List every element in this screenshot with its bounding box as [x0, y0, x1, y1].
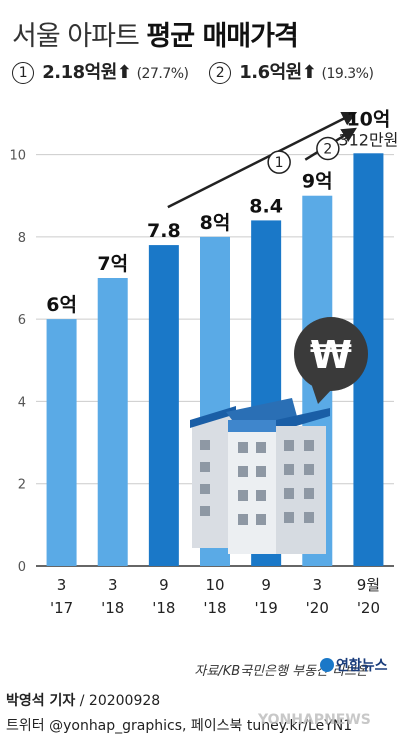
x-tick-label: '18	[101, 599, 124, 617]
y-tick-label: 8	[18, 231, 26, 246]
y-tick-label: 2	[18, 478, 26, 493]
bar	[46, 319, 77, 566]
date: 20200928	[88, 693, 161, 709]
x-tick-label: '20	[357, 599, 380, 617]
data-label: 10억	[346, 108, 390, 130]
illustration: ₩	[190, 317, 368, 554]
summary-pct-1: (27.7%)	[136, 66, 189, 82]
summary-amount-2: 1.6억원	[239, 62, 302, 83]
logo-text: 연합뉴스	[336, 658, 388, 674]
title-bold: 평균 매매가격	[146, 21, 298, 52]
y-tick-label: 0	[18, 560, 26, 575]
y-tick-label: 6	[18, 313, 26, 328]
marker-2: 2	[208, 62, 231, 84]
watermark: YONHAPNEWS	[258, 712, 371, 728]
title-light: 서울 아파트	[12, 21, 140, 52]
x-tick-label: '19	[255, 599, 278, 617]
arrow-layer: 12	[167, 111, 358, 209]
x-tick-label: 3	[313, 576, 323, 594]
up-arrow-icon: ⬆	[116, 62, 132, 83]
data-label: 7.8	[147, 220, 181, 242]
y-tick-label: 4	[18, 395, 26, 410]
up-arrow-icon: ⬆	[301, 62, 317, 83]
summary-pct-2: (19.3%)	[321, 66, 374, 82]
x-tick-label: '17	[50, 599, 73, 617]
credit-author-line: 박영석 기자 / 20200928	[6, 693, 161, 709]
chart-title: 서울 아파트 평균 매매가격	[12, 14, 404, 53]
summary-line: 1 2.18억원⬆ (27.7%) 2 1.6억원⬆ (19.3%)	[12, 58, 407, 84]
marker-1: 1	[12, 62, 34, 84]
arrow-marker-1	[267, 150, 291, 174]
arrow-marker-2-label: 2	[323, 142, 332, 158]
data-sublabel: 312만원	[338, 130, 398, 149]
x-tick-label: 3	[108, 576, 118, 594]
won-currency-speech-bubble-icon: ₩	[294, 317, 368, 404]
arrow-marker-2	[316, 136, 340, 161]
arrow-marker-1-label: 1	[275, 155, 284, 171]
data-label: 8.4	[249, 195, 283, 217]
x-tick-label: 10	[205, 576, 224, 594]
bar	[148, 245, 179, 567]
x-tick-label: 3	[57, 576, 67, 594]
x-tick-label: 9	[261, 576, 271, 594]
logo-icon	[320, 658, 334, 672]
data-label: 9억	[302, 171, 333, 193]
bar-layer	[46, 153, 384, 567]
logo: 연합뉴스	[320, 655, 388, 675]
apartment-building-icon	[190, 398, 330, 554]
data-label: 8억	[200, 212, 231, 234]
credit-social: 트위터 @yonhap_graphics, 페이스북 tuney.kr/LeYN…	[6, 718, 353, 734]
y-tick-label: 10	[9, 149, 26, 164]
data-label: 6억	[46, 294, 77, 316]
bar	[97, 278, 128, 566]
label-layer: 6억 3 '17 7억 3 '18 7.8 9 '18 8억 10 '18 8.4 9 '19 9억 3 '20 1…	[46, 108, 398, 617]
x-tick-label: '18	[203, 599, 226, 617]
svg-text:₩: ₩	[310, 333, 352, 377]
author: 박영석 기자	[6, 693, 76, 709]
x-tick-label: '18	[152, 599, 175, 617]
summary-amount-1: 2.18억원	[42, 62, 117, 83]
x-tick-label: '20	[306, 599, 329, 617]
x-tick-label: 9	[159, 576, 169, 594]
trend-arrow-1	[167, 111, 358, 209]
x-tick-label: 9월	[357, 576, 380, 594]
data-label: 7억	[97, 253, 128, 275]
